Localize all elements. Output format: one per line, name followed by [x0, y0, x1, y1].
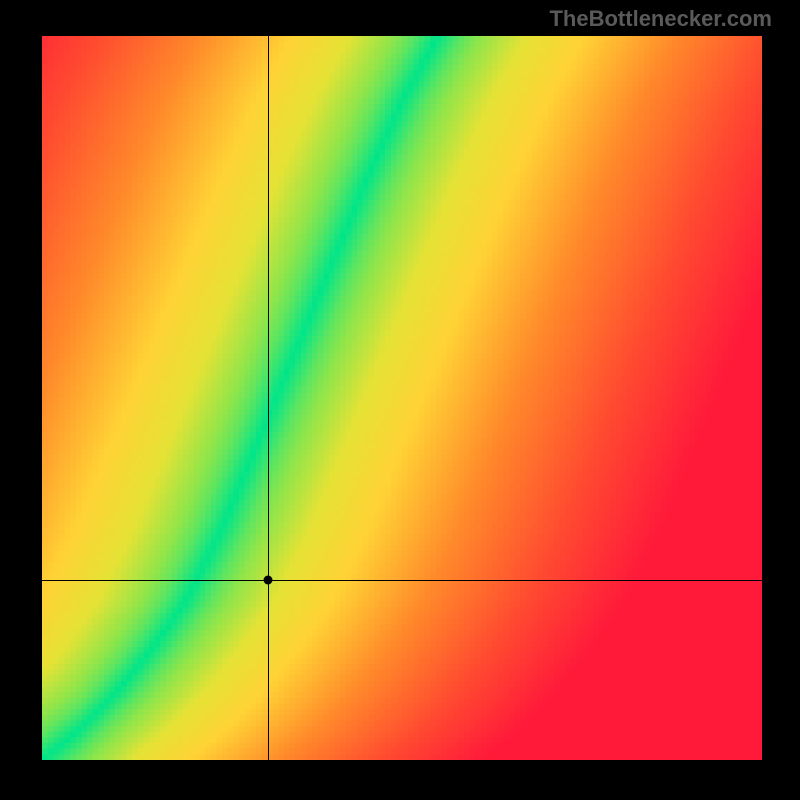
- crosshair-dot: [264, 576, 273, 585]
- crosshair-vertical: [268, 36, 269, 760]
- bottleneck-heatmap: [42, 36, 762, 760]
- watermark-text: TheBottlenecker.com: [549, 6, 772, 32]
- chart-container: TheBottlenecker.com: [0, 0, 800, 800]
- crosshair-horizontal: [42, 580, 762, 581]
